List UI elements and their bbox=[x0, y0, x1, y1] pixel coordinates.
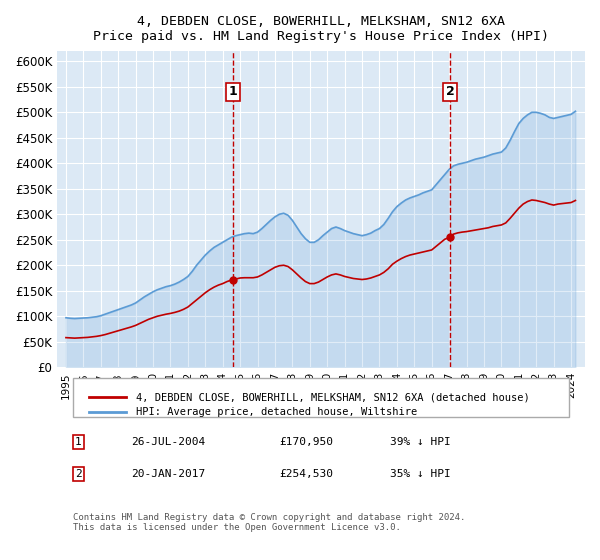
FancyBboxPatch shape bbox=[73, 378, 569, 417]
Text: 26-JUL-2004: 26-JUL-2004 bbox=[131, 437, 205, 447]
Text: 1: 1 bbox=[75, 437, 82, 447]
Text: 2: 2 bbox=[75, 469, 82, 479]
Text: 39% ↓ HPI: 39% ↓ HPI bbox=[390, 437, 451, 447]
Text: HPI: Average price, detached house, Wiltshire: HPI: Average price, detached house, Wilt… bbox=[136, 407, 418, 417]
Text: 35% ↓ HPI: 35% ↓ HPI bbox=[390, 469, 451, 479]
Text: 1: 1 bbox=[228, 85, 237, 99]
Title: 4, DEBDEN CLOSE, BOWERHILL, MELKSHAM, SN12 6XA
Price paid vs. HM Land Registry's: 4, DEBDEN CLOSE, BOWERHILL, MELKSHAM, SN… bbox=[93, 15, 549, 43]
Text: 20-JAN-2017: 20-JAN-2017 bbox=[131, 469, 205, 479]
Text: 2: 2 bbox=[446, 85, 454, 99]
Text: 4, DEBDEN CLOSE, BOWERHILL, MELKSHAM, SN12 6XA (detached house): 4, DEBDEN CLOSE, BOWERHILL, MELKSHAM, SN… bbox=[136, 393, 530, 403]
Text: Contains HM Land Registry data © Crown copyright and database right 2024.
This d: Contains HM Land Registry data © Crown c… bbox=[73, 513, 466, 533]
Text: £254,530: £254,530 bbox=[279, 469, 333, 479]
Text: £170,950: £170,950 bbox=[279, 437, 333, 447]
